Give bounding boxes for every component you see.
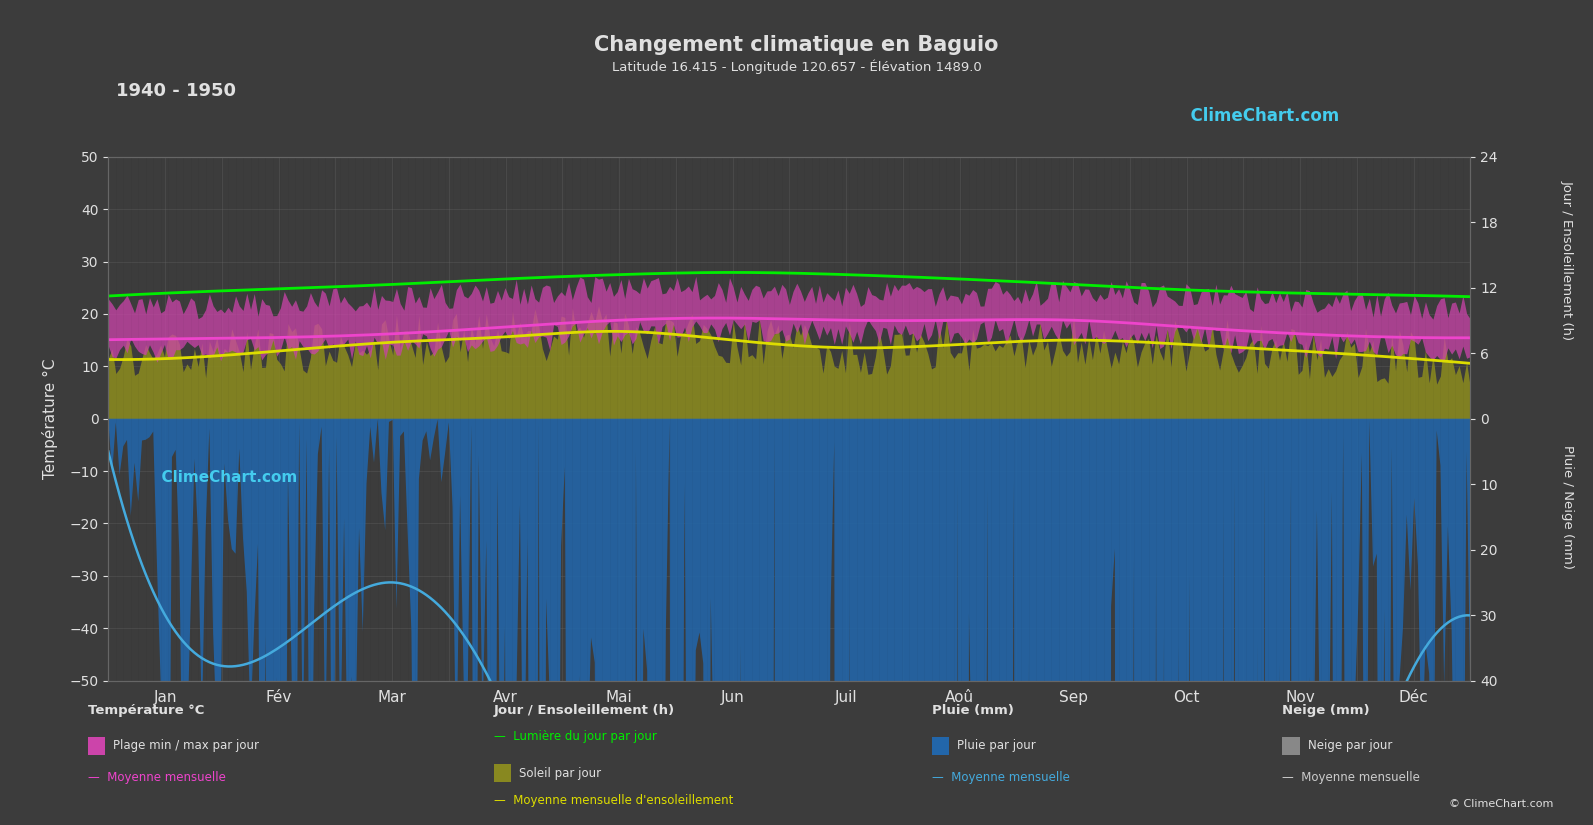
Text: —  Moyenne mensuelle: — Moyenne mensuelle <box>88 771 226 785</box>
Text: —  Lumière du jour par jour: — Lumière du jour par jour <box>494 730 656 743</box>
Text: Pluie / Neige (mm): Pluie / Neige (mm) <box>1561 446 1574 569</box>
Text: 1940 - 1950: 1940 - 1950 <box>116 82 236 101</box>
Text: © ClimeChart.com: © ClimeChart.com <box>1448 799 1553 808</box>
Text: Pluie (mm): Pluie (mm) <box>932 704 1013 717</box>
Text: Soleil par jour: Soleil par jour <box>519 766 602 780</box>
Text: Plage min / max par jour: Plage min / max par jour <box>113 739 260 752</box>
Y-axis label: Température °C: Température °C <box>43 358 59 479</box>
Text: ClimeChart.com: ClimeChart.com <box>151 470 298 485</box>
Text: ClimeChart.com: ClimeChart.com <box>1179 107 1340 125</box>
Text: Latitude 16.415 - Longitude 120.657 - Élévation 1489.0: Latitude 16.415 - Longitude 120.657 - Él… <box>612 59 981 74</box>
Text: —  Moyenne mensuelle: — Moyenne mensuelle <box>932 771 1070 785</box>
Text: Neige (mm): Neige (mm) <box>1282 704 1370 717</box>
Text: Changement climatique en Baguio: Changement climatique en Baguio <box>594 35 999 54</box>
Text: Pluie par jour: Pluie par jour <box>957 739 1035 752</box>
Text: —  Moyenne mensuelle d'ensoleillement: — Moyenne mensuelle d'ensoleillement <box>494 794 733 808</box>
Text: Neige par jour: Neige par jour <box>1308 739 1392 752</box>
Text: Jour / Ensoleillement (h): Jour / Ensoleillement (h) <box>1561 180 1574 340</box>
Text: Jour / Ensoleillement (h): Jour / Ensoleillement (h) <box>494 704 675 717</box>
Text: Température °C: Température °C <box>88 704 204 717</box>
Text: —  Moyenne mensuelle: — Moyenne mensuelle <box>1282 771 1421 785</box>
